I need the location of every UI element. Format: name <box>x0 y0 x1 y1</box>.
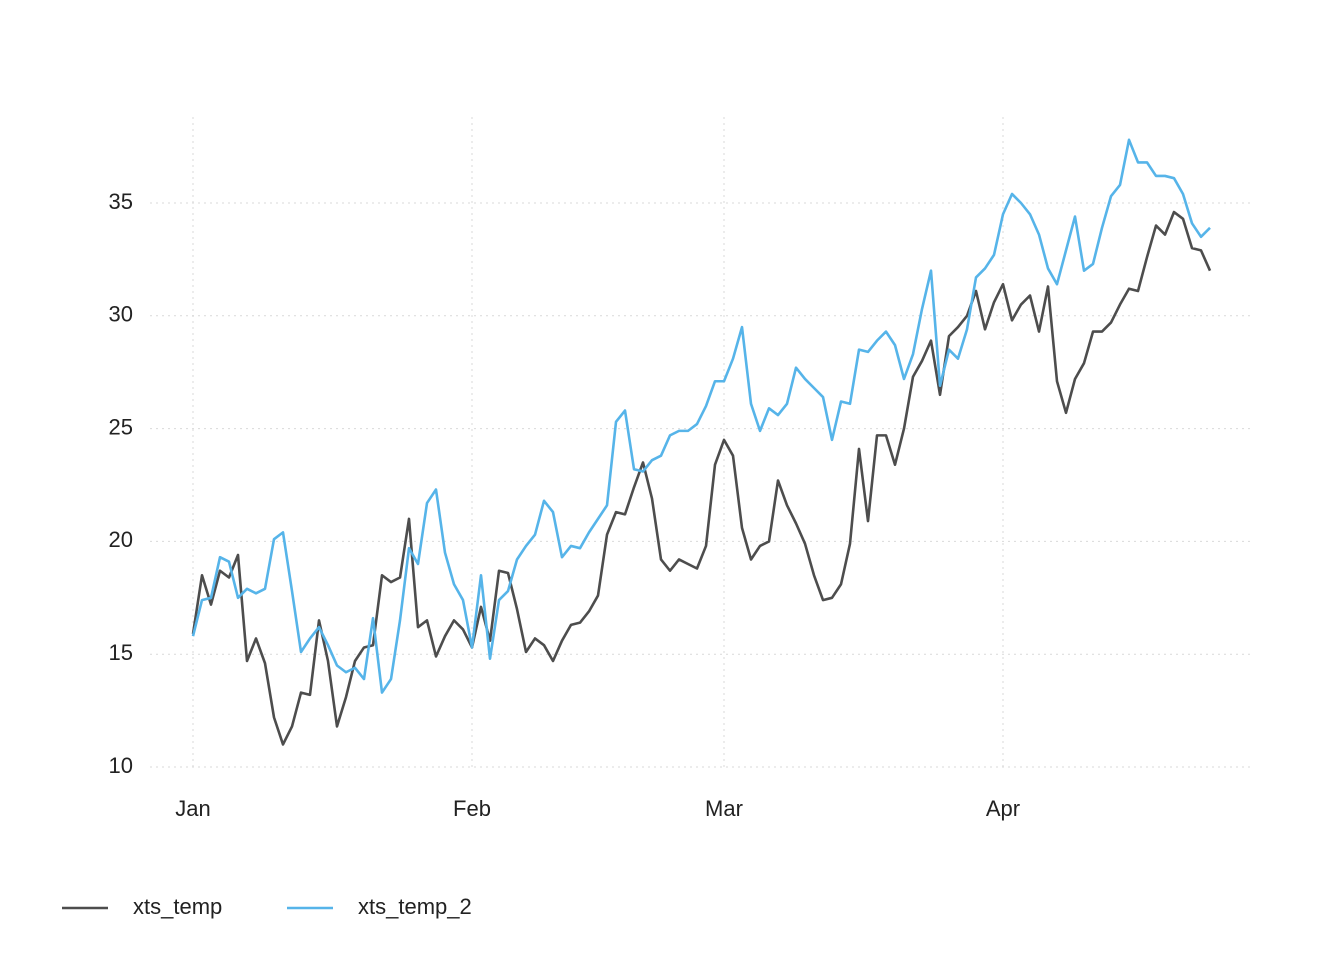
y-tick-label: 25 <box>109 414 133 439</box>
x-tick-label: Feb <box>453 796 491 821</box>
x-tick-label: Apr <box>986 796 1020 821</box>
legend-label: xts_temp_2 <box>358 894 472 919</box>
y-tick-label: 35 <box>109 189 133 214</box>
x-tick-label: Mar <box>705 796 743 821</box>
y-tick-label: 15 <box>109 640 133 665</box>
y-tick-label: 10 <box>109 753 133 778</box>
y-tick-label: 30 <box>109 302 133 327</box>
legend-label: xts_temp <box>133 894 222 919</box>
x-tick-label: Jan <box>175 796 210 821</box>
series-line <box>191 210 1212 746</box>
y-tick-label: 20 <box>109 527 133 552</box>
series-line <box>191 138 1211 694</box>
